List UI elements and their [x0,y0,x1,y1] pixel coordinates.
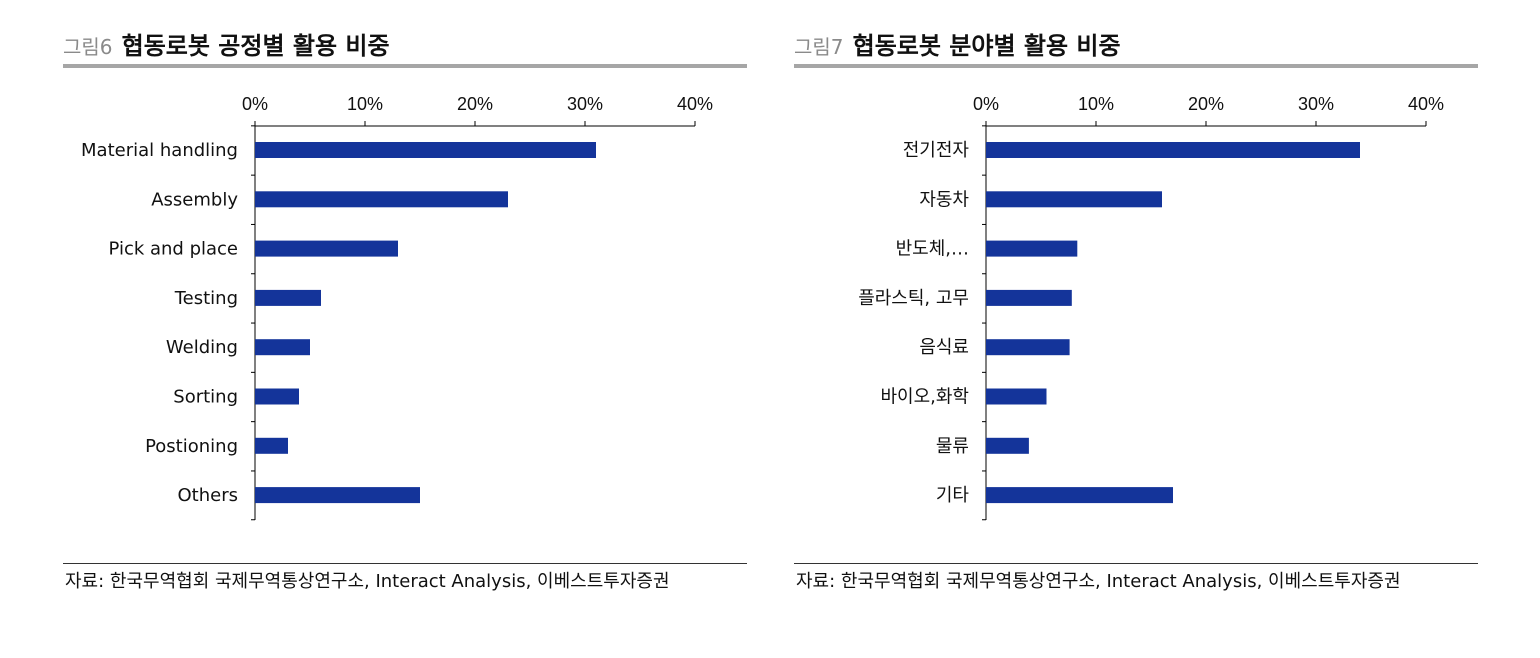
source-divider [794,563,1478,564]
figure-title: 협동로봇 분야별 활용 비중 [852,32,1121,60]
bar [986,339,1070,356]
x-tick-label: 20% [1188,94,1224,114]
bar [255,487,420,504]
category-label: 전기전자 [903,140,970,161]
figure-header: 그림6 협동로봇 공정별 활용 비중 [63,26,390,61]
bar [986,289,1072,306]
x-tick-label: 40% [677,94,713,114]
category-label: Assembly [151,189,238,210]
bar [255,240,398,257]
x-tick-label: 40% [1408,94,1444,114]
bar [255,339,310,356]
category-label: 음식료 [919,337,969,358]
category-label: 기타 [936,485,970,506]
process-usage-bar-chart: 0% 10% 20% 30% 40% Material handling Assembly P… [81,94,713,521]
category-label: Material handling [81,140,238,161]
category-label: 바이오,화학 [880,387,969,408]
category-label: 물류 [936,436,969,457]
figure-header: 그림7 협동로봇 분야별 활용 비중 [794,26,1121,61]
bar [986,437,1029,454]
category-label: Testing [174,288,238,309]
category-label: 플라스틱, 고무 [858,288,969,309]
x-tick-label: 0% [242,94,268,114]
title-divider [794,64,1478,68]
x-tick-label: 30% [1298,94,1334,114]
category-label: 자동차 [919,189,969,210]
category-label: Pick and place [108,239,238,260]
bar [255,142,596,158]
bar [255,388,299,405]
category-label: Others [178,485,239,506]
category-label: Postioning [145,436,238,457]
category-label: Welding [166,337,238,358]
bar [986,142,1360,158]
bar [986,240,1078,257]
category-label: 반도체,… [896,239,969,260]
source-note: 자료: 한국무역협회 국제무역통상연구소, Interact Analysis,… [796,571,1401,592]
x-tick-label: 0% [973,94,999,114]
figure-title: 협동로봇 공정별 활용 비중 [121,32,390,60]
bar [255,191,508,208]
category-label: Sorting [173,387,238,408]
x-tick-label: 30% [567,94,603,114]
figure-6-panel: 그림6 협동로봇 공정별 활용 비중 0% 10% 20% 30% 40% Materia… [63,0,753,658]
figure-number: 그림7 [794,35,844,59]
source-note: 자료: 한국무역협회 국제무역통상연구소, Interact Analysis,… [65,571,670,592]
title-divider [63,64,747,68]
bar [986,388,1047,405]
bar [986,191,1162,208]
x-tick-label: 10% [1078,94,1114,114]
bar [255,437,288,454]
bar [986,487,1173,504]
x-tick-label: 20% [457,94,493,114]
x-tick-label: 10% [347,94,383,114]
source-divider [63,563,747,564]
figure-number: 그림6 [63,35,113,59]
bar [255,289,321,306]
